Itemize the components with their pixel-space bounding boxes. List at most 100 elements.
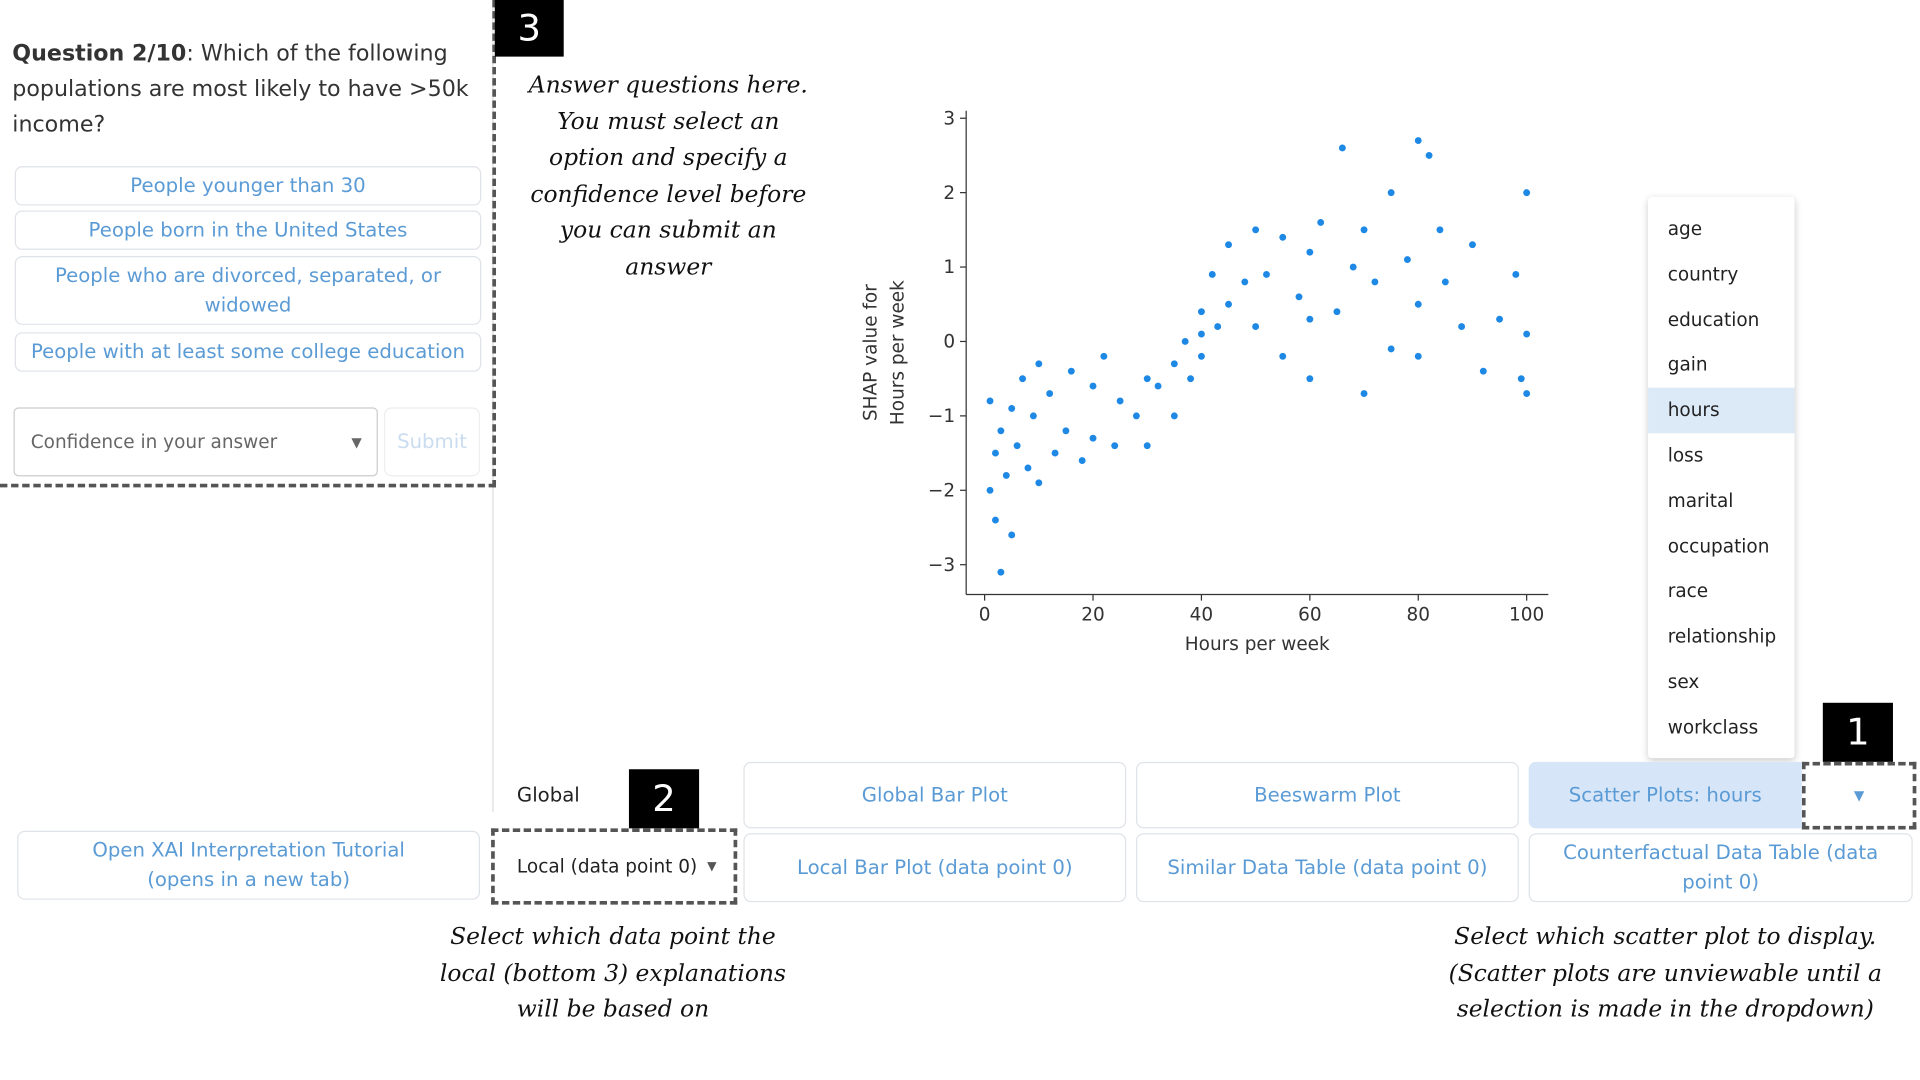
line: (opens in a new tab) xyxy=(147,867,351,892)
global-bar-button[interactable]: Global Bar Plot xyxy=(743,761,1127,829)
annotation-line: You must select an xyxy=(557,107,780,135)
menu-item[interactable]: loss xyxy=(1667,444,1704,467)
annotation-line: local (bottom 3) explanations xyxy=(439,959,786,987)
question-text: : Which of the following populations are… xyxy=(12,40,469,138)
point xyxy=(1414,300,1422,308)
point xyxy=(1208,271,1216,278)
menu-item[interactable]: age xyxy=(1667,217,1703,241)
point xyxy=(1019,375,1026,383)
menu-item[interactable]: hours xyxy=(1648,387,1795,434)
point xyxy=(1181,338,1189,345)
annotation-line: Select which scatter plot to display. xyxy=(1454,923,1877,951)
annotation-line: will be based on xyxy=(516,995,710,1023)
point xyxy=(1338,144,1346,152)
point xyxy=(1132,412,1140,420)
point xyxy=(1295,293,1303,301)
point xyxy=(1333,308,1341,316)
point xyxy=(1067,367,1075,375)
annotation-line: confidence level before xyxy=(530,180,807,208)
point xyxy=(1046,390,1054,397)
annotation-line: selection is made in the dropdown) xyxy=(1456,995,1874,1023)
option[interactable]: People who are divorced, separated, or w… xyxy=(14,256,482,325)
point xyxy=(986,397,994,405)
point xyxy=(1143,442,1151,450)
point xyxy=(997,568,1005,576)
point xyxy=(1225,241,1232,249)
point xyxy=(1436,226,1444,234)
menu-item[interactable]: workclass xyxy=(1667,716,1759,739)
annotation: Select which data point the local (bottom… xyxy=(406,919,820,1028)
question: Question 2/10: Which of the following po… xyxy=(12,36,480,143)
point xyxy=(1414,137,1422,144)
point xyxy=(1187,375,1195,383)
line: Open XAI Interpretation Tutorial xyxy=(92,838,405,862)
menu-item[interactable]: sex xyxy=(1667,670,1700,693)
point xyxy=(1170,360,1178,368)
point xyxy=(1143,375,1151,383)
global-label: Global xyxy=(516,782,580,807)
menu-item[interactable]: occupation xyxy=(1667,534,1770,558)
badge: 3 xyxy=(494,0,564,57)
question-label: Question 2/10 xyxy=(12,40,187,67)
menu-item[interactable]: race xyxy=(1667,580,1709,603)
menu-item[interactable]: marital xyxy=(1667,489,1734,512)
scatter-button[interactable]: Scatter Plots: hours xyxy=(1528,761,1802,829)
point xyxy=(1279,233,1287,241)
menu-item[interactable]: relationship xyxy=(1667,625,1777,648)
menu-item[interactable]: education xyxy=(1667,308,1760,331)
question-panel xyxy=(0,0,497,488)
point xyxy=(1403,256,1411,264)
confidence-select[interactable]: Confidence in your answer ▼ xyxy=(13,407,378,477)
feature-menu: age country education gain hours loss marital o… xyxy=(1648,196,1795,759)
local-value: Local (data point 0) xyxy=(516,855,698,878)
similar-button[interactable]: Similar Data Table (data point 0) xyxy=(1136,833,1519,903)
counterfactual-button[interactable]: Counterfactual Data Table (data point 0) xyxy=(1528,833,1913,903)
menu-item[interactable]: country xyxy=(1667,263,1739,286)
point xyxy=(1051,449,1059,457)
scatter-dropdown-toggle[interactable]: ▼ xyxy=(1801,761,1917,830)
placeholder: Confidence in your answer xyxy=(30,430,278,453)
x-tick-label: 40 xyxy=(1190,604,1213,625)
y-tick-label: −1 xyxy=(928,406,955,427)
option[interactable]: People younger than 30 xyxy=(14,166,482,206)
y-tick-label: −2 xyxy=(928,480,955,501)
point xyxy=(1024,464,1032,472)
point xyxy=(1013,442,1021,450)
local-select[interactable]: Local (data point 0) ▼ xyxy=(491,828,738,905)
point xyxy=(1306,248,1314,256)
point xyxy=(1241,278,1249,286)
annotation: Select which scatter plot to display. (Sc… xyxy=(1415,919,1915,1028)
badge: 2 xyxy=(628,769,700,829)
submit-button[interactable]: Submit xyxy=(384,407,481,477)
point xyxy=(1458,323,1466,331)
point xyxy=(1479,367,1487,375)
annotation: Answer questions here. You must select an… xyxy=(492,68,844,286)
annotation-line: Answer questions here. xyxy=(528,71,808,99)
point xyxy=(1002,471,1010,479)
option[interactable]: People with at least some college educat… xyxy=(14,332,482,372)
point xyxy=(1170,412,1178,420)
annotation-line: you can submit an xyxy=(559,216,777,244)
x-tick-label: 0 xyxy=(979,604,991,625)
point xyxy=(1089,382,1097,390)
chart: −3 −2 −1 0 1 2 3 0 20 40 60 80 100 Hours per week SHAP… xyxy=(860,108,1549,655)
point xyxy=(1111,442,1119,450)
option[interactable]: People born in the United States xyxy=(14,210,482,250)
point xyxy=(1078,457,1086,464)
beeswarm-button[interactable]: Beeswarm Plot xyxy=(1136,761,1519,829)
local-bar-button[interactable]: Local Bar Plot (data point 0) xyxy=(743,833,1127,903)
point xyxy=(1441,278,1449,286)
point xyxy=(1512,271,1520,278)
point xyxy=(1387,345,1395,353)
menu-item[interactable]: gain xyxy=(1667,353,1708,376)
point xyxy=(992,516,999,524)
x-tick-label: 20 xyxy=(1081,604,1104,625)
tutorial-button[interactable]: Open XAI Interpretation Tutorial (opens i… xyxy=(17,830,481,900)
point xyxy=(1360,390,1368,397)
point xyxy=(1425,151,1433,159)
point xyxy=(1360,226,1368,234)
point xyxy=(1100,352,1108,360)
y-tick-label: 3 xyxy=(943,108,955,129)
